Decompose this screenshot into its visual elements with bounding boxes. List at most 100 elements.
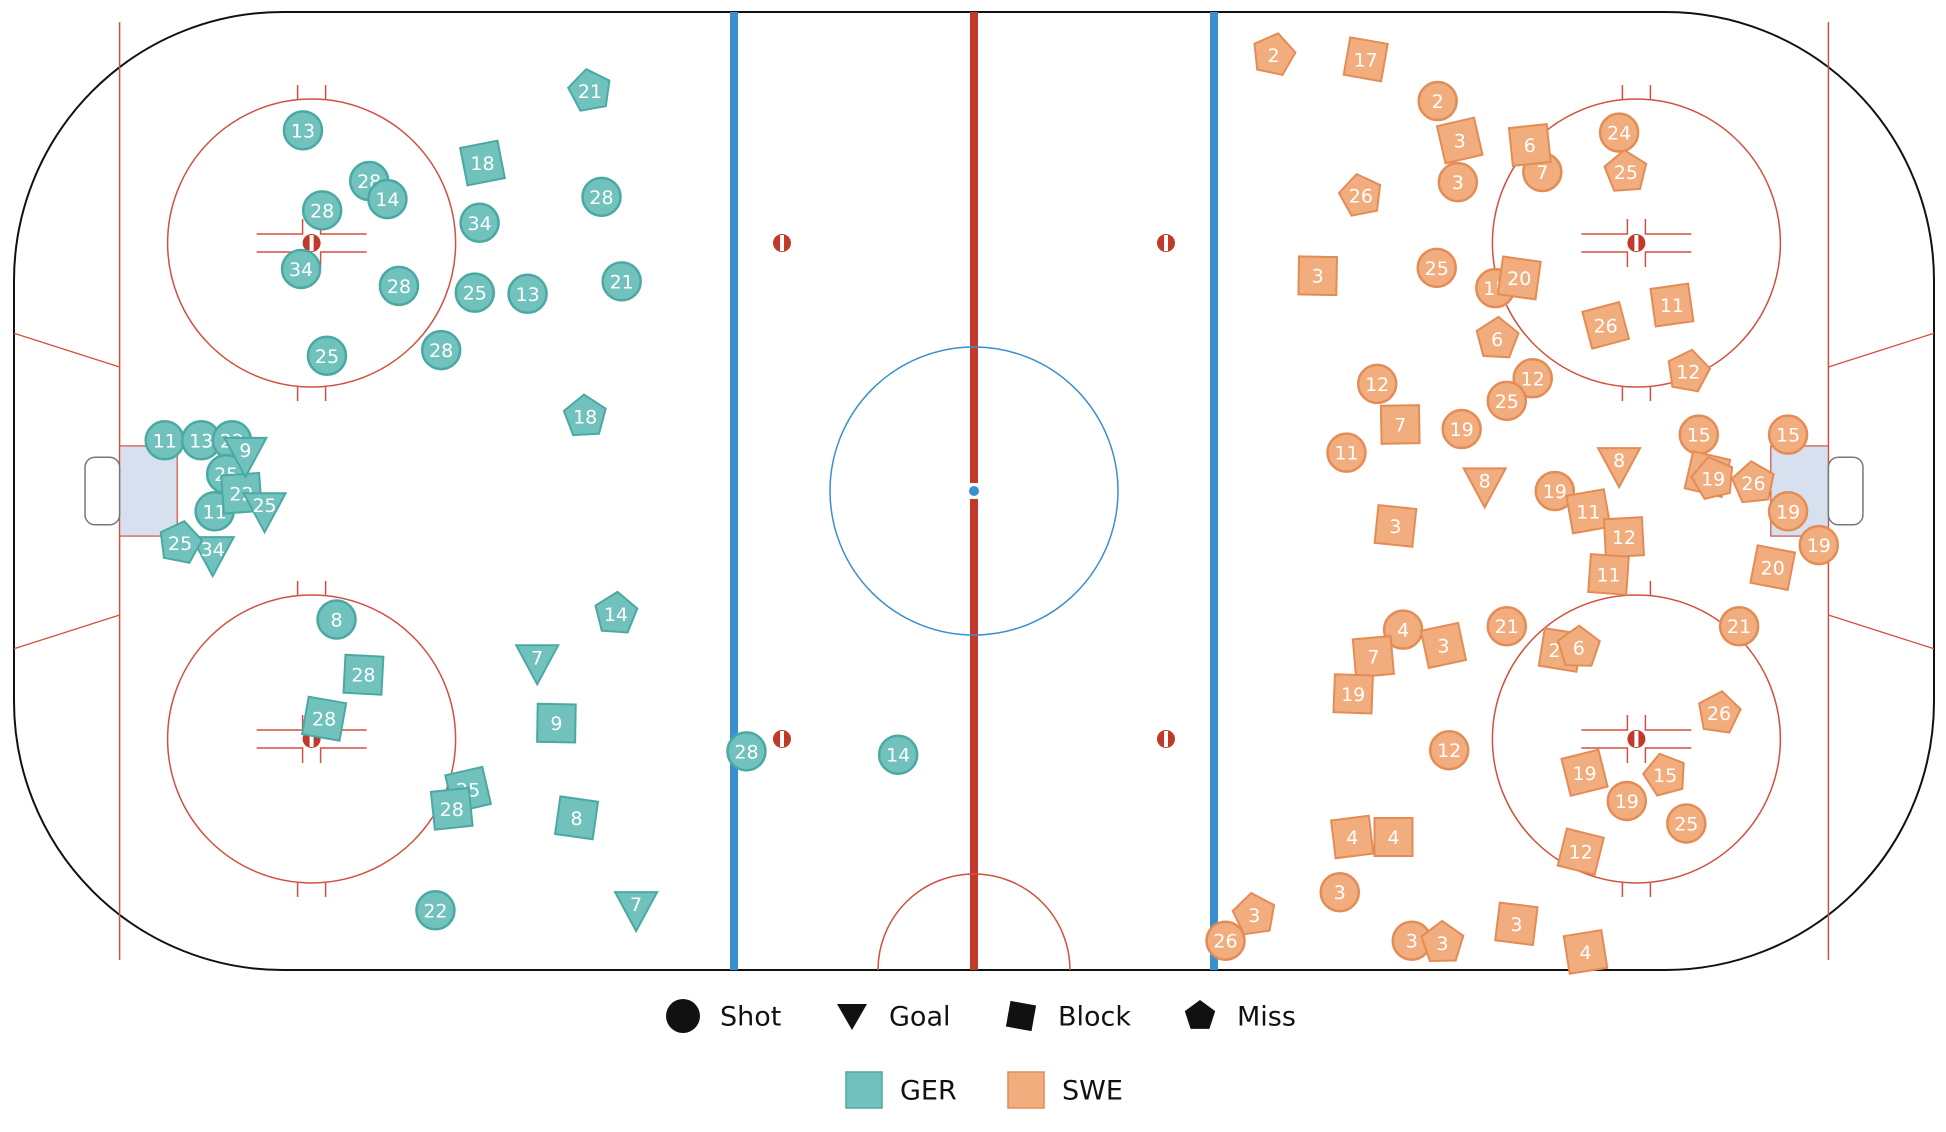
swe-shot-marker[interactable] — [1767, 491, 1809, 532]
event-marker[interactable]: 25 — [159, 519, 204, 564]
event-marker[interactable]: 34 — [190, 536, 236, 579]
ger-miss-marker[interactable] — [566, 67, 611, 112]
event-marker[interactable]: 14 — [594, 590, 639, 634]
event-marker[interactable]: 13 — [507, 273, 548, 315]
swe-shot-marker[interactable] — [1534, 470, 1576, 512]
swe-miss-marker[interactable] — [1475, 315, 1520, 359]
swe-block-marker[interactable] — [1435, 116, 1484, 165]
swe-shot-marker[interactable] — [1798, 524, 1840, 566]
swe-miss-marker[interactable] — [1420, 919, 1465, 963]
swe-miss-marker[interactable] — [1231, 891, 1276, 936]
event-marker[interactable]: 19 — [1690, 455, 1734, 501]
event-marker[interactable]: 26 — [1205, 920, 1246, 961]
swe-block-marker[interactable] — [1373, 504, 1418, 548]
event-marker[interactable]: 25 — [1416, 247, 1457, 289]
event-marker[interactable]: 8 — [1462, 467, 1508, 510]
event-marker[interactable]: 25 — [306, 335, 348, 377]
swe-block-marker[interactable] — [1329, 814, 1375, 860]
event-marker[interactable]: 2 — [1417, 80, 1458, 122]
swe-shot-marker[interactable] — [1437, 161, 1479, 203]
ger-shot-marker[interactable] — [282, 110, 324, 151]
event-marker[interactable]: 9 — [222, 436, 269, 480]
event-marker[interactable]: 8 — [316, 599, 357, 640]
ger-shot-marker[interactable] — [301, 190, 343, 231]
event-marker[interactable]: 26 — [1581, 300, 1631, 350]
event-marker[interactable]: 14 — [877, 734, 919, 775]
swe-shot-marker[interactable] — [1428, 729, 1470, 771]
swe-shot-marker[interactable] — [1441, 408, 1482, 450]
ger-block-marker[interactable] — [342, 653, 385, 696]
event-marker[interactable]: 28 — [420, 329, 462, 371]
swe-shot-marker[interactable] — [1356, 363, 1398, 405]
swe-block-marker[interactable] — [1602, 516, 1645, 559]
swe-block-marker[interactable] — [1494, 901, 1539, 947]
swe-shot-marker[interactable] — [1486, 605, 1528, 647]
event-marker[interactable]: 28 — [378, 265, 420, 307]
swe-block-marker[interactable] — [1587, 553, 1630, 596]
event-marker[interactable]: 28 — [342, 653, 385, 696]
ger-shot-marker[interactable] — [420, 329, 462, 371]
event-marker[interactable]: 4 — [1329, 814, 1375, 860]
ger-miss-marker[interactable] — [594, 590, 639, 634]
ger-shot-marker[interactable] — [454, 272, 496, 313]
swe-shot-marker[interactable] — [1319, 871, 1361, 913]
event-marker[interactable]: 11 — [144, 420, 185, 461]
event-marker[interactable]: 19 — [1332, 673, 1374, 715]
event-marker[interactable]: 19 — [1767, 491, 1809, 532]
swe-shot-marker[interactable] — [1416, 247, 1457, 289]
swe-block-marker[interactable] — [1562, 929, 1609, 975]
ger-goal-marker[interactable] — [514, 644, 560, 687]
event-marker[interactable]: 25 — [1603, 148, 1648, 192]
ger-shot-marker[interactable] — [316, 599, 357, 640]
event-marker[interactable]: 11 — [1587, 553, 1630, 596]
ger-miss-marker[interactable] — [562, 393, 607, 437]
swe-block-marker[interactable] — [1332, 673, 1374, 715]
swe-block-marker[interactable] — [1749, 544, 1797, 592]
swe-shot-marker[interactable] — [1718, 605, 1760, 647]
event-marker[interactable]: 18 — [459, 139, 506, 187]
event-marker[interactable]: 8 — [553, 795, 600, 841]
swe-shot-marker[interactable] — [1598, 112, 1640, 153]
event-marker[interactable]: 34 — [459, 202, 500, 244]
ger-shot-marker[interactable] — [378, 265, 420, 307]
event-marker[interactable]: 12 — [1356, 363, 1398, 405]
ger-shot-marker[interactable] — [601, 261, 642, 302]
event-marker[interactable]: 28 — [300, 695, 348, 742]
ger-block-marker[interactable] — [553, 795, 600, 841]
ger-shot-marker[interactable] — [507, 273, 548, 315]
event-marker[interactable]: 21 — [1486, 605, 1528, 647]
swe-block-marker[interactable] — [1373, 817, 1414, 857]
event-marker[interactable]: 12 — [1602, 516, 1645, 559]
event-marker[interactable]: 3 — [1231, 891, 1276, 936]
event-marker[interactable]: 7 — [1379, 404, 1421, 445]
event-marker[interactable]: 15 — [1678, 414, 1720, 455]
event-marker[interactable]: 19 — [1534, 470, 1576, 512]
event-marker[interactable]: 9 — [536, 702, 577, 744]
event-marker[interactable]: 15 — [1641, 752, 1685, 797]
event-marker[interactable]: 7 — [613, 891, 659, 934]
swe-block-marker[interactable] — [1297, 255, 1339, 297]
swe-miss-marker[interactable] — [1730, 459, 1775, 504]
swe-block-marker[interactable] — [1649, 282, 1695, 328]
event-marker[interactable]: 19 — [1441, 408, 1482, 450]
event-marker[interactable]: 3 — [1373, 504, 1418, 548]
ger-miss-marker[interactable] — [159, 519, 204, 564]
swe-goal-marker[interactable] — [1596, 447, 1642, 490]
ger-shot-marker[interactable] — [459, 202, 500, 244]
event-marker[interactable]: 7 — [1351, 635, 1395, 679]
swe-block-marker[interactable] — [1496, 255, 1542, 301]
event-marker[interactable]: 3 — [1437, 161, 1479, 203]
swe-block-marker[interactable] — [1560, 748, 1609, 798]
ger-block-marker[interactable] — [459, 139, 506, 187]
event-marker[interactable]: 26 — [1730, 459, 1775, 504]
ger-shot-marker[interactable] — [877, 734, 919, 775]
event-marker[interactable]: 11 — [1649, 282, 1695, 328]
swe-miss-marker[interactable] — [1603, 148, 1648, 192]
event-marker[interactable]: 21 — [566, 67, 611, 112]
ger-goal-marker[interactable] — [190, 536, 236, 579]
ger-goal-marker[interactable] — [241, 492, 288, 535]
event-marker[interactable]: 28 — [429, 786, 474, 831]
event-marker[interactable]: 14 — [367, 178, 408, 220]
swe-block-marker[interactable] — [1556, 827, 1606, 876]
event-marker[interactable]: 3 — [1297, 255, 1339, 297]
